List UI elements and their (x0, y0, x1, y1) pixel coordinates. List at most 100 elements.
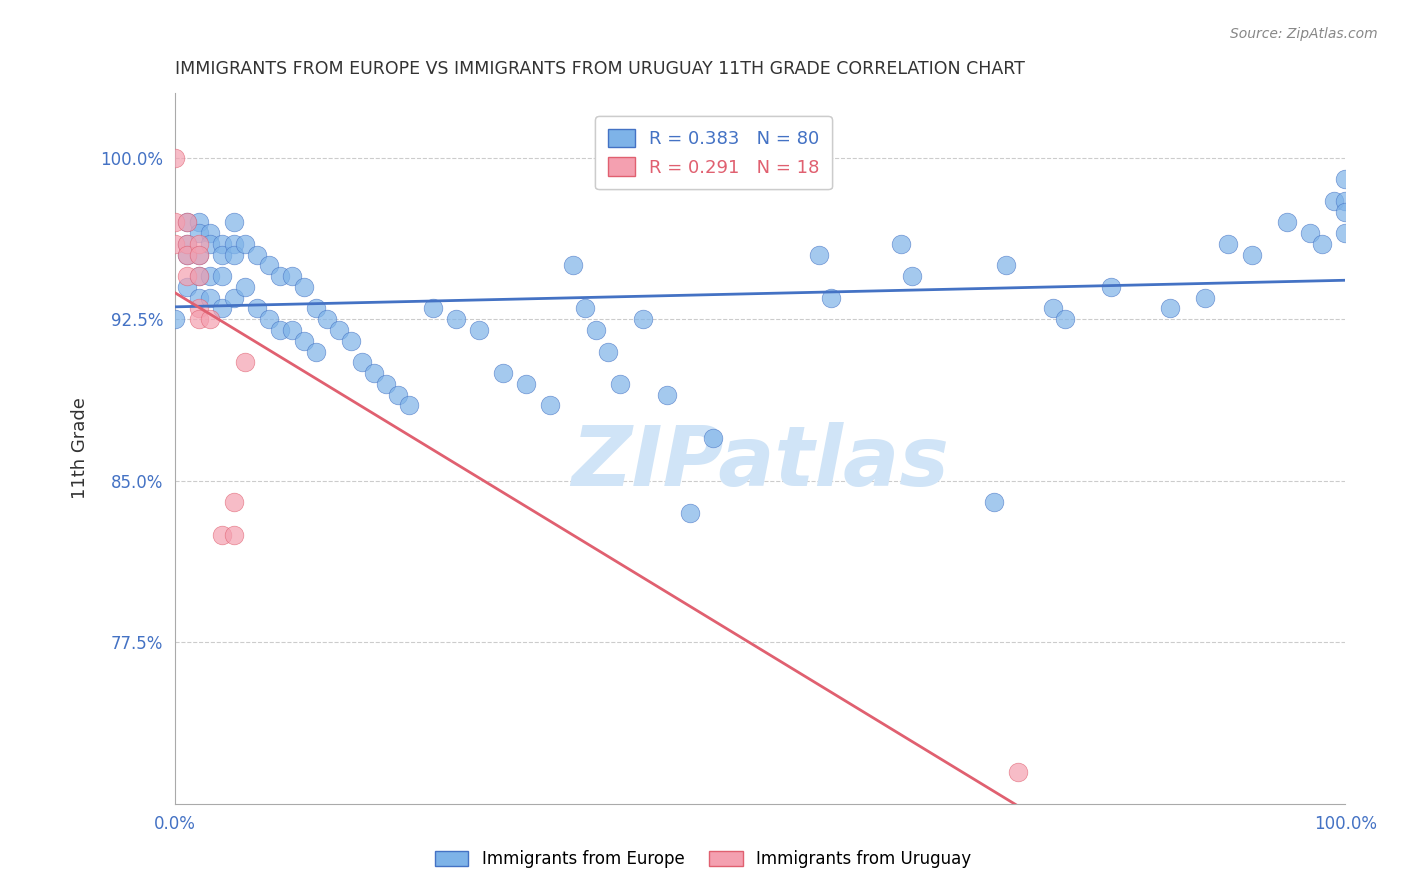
Point (374, 376, 396, 391)
Point (281, 269, 304, 284)
Point (598, 344, 620, 359)
Point (1334, 226, 1357, 240)
Point (269, 323, 291, 337)
Point (492, 366, 515, 380)
Point (304, 344, 326, 359)
Point (200, 236, 222, 251)
Point (363, 366, 385, 380)
Point (200, 312, 222, 326)
Point (176, 280, 198, 294)
Point (200, 226, 222, 240)
Text: Source: ZipAtlas.com: Source: ZipAtlas.com (1230, 27, 1378, 41)
Point (187, 215, 209, 229)
Point (304, 301, 326, 316)
Point (890, 236, 912, 251)
Point (1099, 280, 1122, 294)
Point (187, 247, 209, 261)
Point (176, 215, 198, 229)
Point (222, 527, 245, 541)
Point (211, 247, 233, 261)
Point (1310, 236, 1333, 251)
Point (187, 247, 209, 261)
Legend: Immigrants from Europe, Immigrants from Uruguay: Immigrants from Europe, Immigrants from … (429, 844, 977, 875)
Point (269, 269, 291, 284)
Point (165, 215, 187, 229)
Point (983, 495, 1005, 509)
Point (422, 301, 444, 316)
Point (328, 323, 350, 337)
Point (1218, 236, 1240, 251)
Text: 100.0%: 100.0% (1315, 814, 1376, 833)
Point (211, 527, 233, 541)
Point (165, 151, 187, 165)
Point (538, 399, 561, 413)
Point (235, 280, 257, 294)
Point (1299, 226, 1322, 240)
Point (1194, 291, 1216, 305)
Point (387, 387, 409, 401)
Point (901, 269, 924, 284)
Point (176, 247, 198, 261)
Point (222, 247, 245, 261)
Y-axis label: 11th Grade: 11th Grade (72, 398, 89, 500)
Point (1323, 194, 1346, 208)
Point (1275, 215, 1298, 229)
Point (176, 236, 198, 251)
Point (211, 269, 233, 284)
Point (292, 280, 315, 294)
Point (352, 355, 374, 369)
Point (515, 376, 537, 391)
Point (339, 334, 361, 348)
Point (1007, 764, 1029, 779)
Point (187, 226, 209, 240)
Text: ZIPatlas: ZIPatlas (571, 422, 949, 503)
Point (222, 215, 245, 229)
Point (200, 291, 222, 305)
Point (807, 247, 830, 261)
Point (235, 355, 257, 369)
Point (702, 431, 724, 445)
Point (211, 301, 233, 316)
Point (187, 236, 209, 251)
Point (222, 236, 245, 251)
Point (633, 312, 655, 326)
Point (1334, 204, 1357, 219)
Point (679, 506, 702, 520)
Point (176, 236, 198, 251)
Point (1053, 312, 1076, 326)
Point (257, 259, 280, 273)
Point (187, 269, 209, 284)
Point (246, 247, 269, 261)
Point (257, 312, 280, 326)
Point (211, 236, 233, 251)
Point (187, 269, 209, 284)
Point (820, 291, 842, 305)
Point (165, 236, 187, 251)
Legend: R = 0.383   N = 80, R = 0.291   N = 18: R = 0.383 N = 80, R = 0.291 N = 18 (595, 116, 832, 189)
Point (995, 259, 1018, 273)
Point (444, 312, 467, 326)
Point (187, 291, 209, 305)
Text: 0.0%: 0.0% (155, 814, 195, 833)
Point (222, 495, 245, 509)
Point (187, 301, 209, 316)
Point (1334, 172, 1357, 186)
Point (222, 291, 245, 305)
Point (176, 247, 198, 261)
Point (1334, 194, 1357, 208)
Text: IMMIGRANTS FROM EUROPE VS IMMIGRANTS FROM URUGUAY 11TH GRADE CORRELATION CHART: IMMIGRANTS FROM EUROPE VS IMMIGRANTS FRO… (176, 60, 1025, 78)
Point (235, 236, 257, 251)
Point (1159, 301, 1181, 316)
Point (187, 312, 209, 326)
Point (609, 376, 631, 391)
Point (398, 399, 420, 413)
Point (655, 387, 678, 401)
Point (468, 323, 491, 337)
Point (246, 301, 269, 316)
Point (281, 323, 304, 337)
Point (165, 312, 187, 326)
Point (574, 301, 596, 316)
Point (176, 215, 198, 229)
Point (1042, 301, 1064, 316)
Point (1240, 247, 1263, 261)
